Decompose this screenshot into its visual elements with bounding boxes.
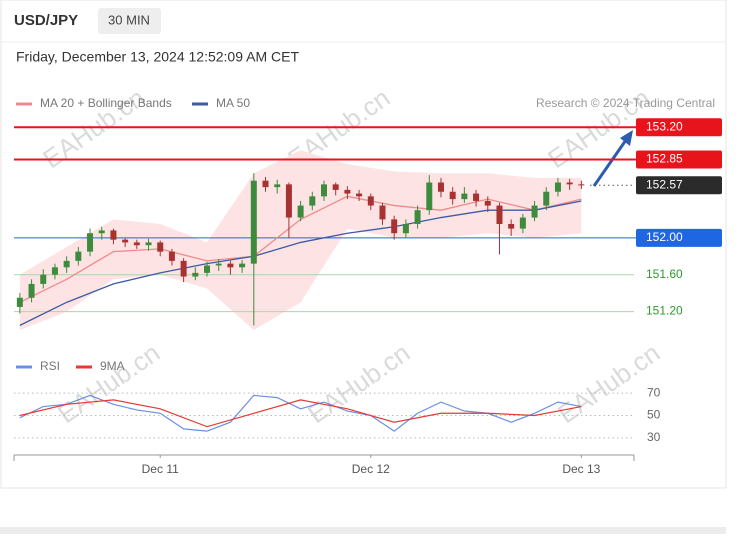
candle-body — [414, 210, 421, 224]
candle-body — [332, 184, 339, 190]
candle-body — [274, 184, 281, 188]
candle-body — [285, 184, 292, 218]
candle-body — [239, 263, 246, 268]
level-label: 151.20 — [646, 304, 683, 318]
candle-body — [87, 233, 94, 252]
credit: Research © 2024 Trading Central — [536, 96, 715, 110]
candle-body — [51, 267, 58, 275]
candle-body — [297, 205, 304, 218]
candle-body — [110, 230, 117, 240]
y-tick-label: 70 — [647, 385, 661, 399]
level-label: 151.60 — [646, 267, 683, 281]
candle-body — [321, 184, 327, 197]
level-label: 152.85 — [646, 152, 683, 166]
legend-label: 9MA — [100, 359, 125, 373]
candle-body — [180, 260, 187, 277]
symbol: USD/JPY — [14, 12, 78, 29]
candle-body — [531, 205, 538, 218]
legend-label: MA 50 — [216, 96, 250, 110]
level-box — [636, 118, 722, 137]
candle-body — [449, 191, 456, 200]
level-box — [636, 150, 722, 169]
candle-body — [578, 184, 585, 186]
candle-body — [133, 242, 140, 246]
candle-body — [473, 193, 480, 201]
rsi-line — [19, 399, 582, 428]
candle-body — [519, 217, 526, 229]
candle-body — [379, 205, 386, 220]
candle-body — [250, 180, 257, 264]
level-box — [636, 176, 722, 195]
y-tick-label: 30 — [647, 430, 661, 444]
candle-body — [145, 242, 152, 246]
candle-body — [16, 297, 23, 307]
x-tick-label: Dec 12 — [352, 462, 390, 476]
legend-label: MA 20 + Bollinger Bands — [40, 96, 172, 110]
x-tick-label: Dec 13 — [562, 462, 600, 476]
candle-body — [484, 200, 491, 206]
arrow — [592, 139, 628, 187]
x-tick-label: Dec 11 — [142, 462, 179, 476]
interval-label: 30 MIN — [108, 12, 150, 27]
candle-body — [426, 182, 433, 211]
candle-body — [402, 224, 409, 234]
candle-body — [227, 263, 234, 268]
timestamp: Friday, December 13, 2024 12:52:09 AM CE… — [16, 49, 299, 65]
candle-body — [566, 182, 573, 185]
level-box — [636, 228, 722, 247]
candle-body — [98, 230, 105, 234]
candle-body — [391, 219, 398, 234]
candle-body — [508, 224, 515, 229]
level-label: 153.20 — [646, 119, 683, 133]
candle-body — [168, 251, 175, 261]
candle-body — [75, 251, 82, 261]
candle-body — [215, 263, 222, 266]
candle-body — [63, 260, 70, 268]
candle-body — [356, 193, 363, 197]
interval-button[interactable] — [98, 8, 161, 34]
candle-body — [204, 265, 211, 273]
next-card — [0, 527, 726, 534]
candle-body — [309, 196, 316, 206]
arrow-head — [620, 130, 633, 146]
level-label: 152.57 — [646, 177, 683, 191]
candle-body — [437, 182, 444, 192]
candle-body — [496, 205, 503, 224]
candle-body — [192, 272, 199, 277]
legend-label: RSI — [40, 359, 60, 373]
candle-body — [367, 196, 374, 206]
candle-body — [262, 180, 269, 188]
candle-body — [157, 242, 164, 252]
candle-body — [543, 191, 550, 206]
candle-body — [344, 189, 351, 194]
candle-body — [122, 239, 129, 243]
candle-body — [28, 283, 35, 298]
candle-body — [40, 274, 47, 284]
level-label: 152.00 — [646, 230, 683, 244]
candle-body — [461, 193, 468, 200]
candle-body — [554, 182, 561, 192]
y-tick-label: 50 — [647, 408, 661, 422]
